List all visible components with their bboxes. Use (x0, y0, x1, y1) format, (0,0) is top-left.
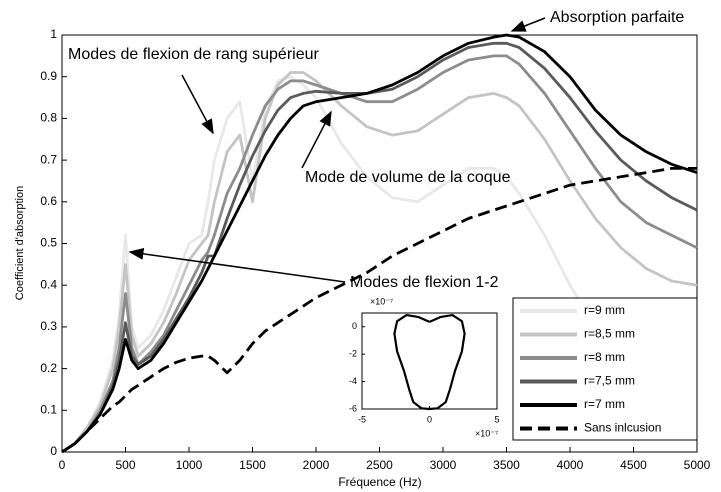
legend-label: r=8 mm (584, 350, 625, 364)
x-tick-label: 0 (59, 458, 66, 472)
y-tick-label: 0.8 (40, 111, 57, 125)
arrow (128, 247, 346, 283)
series-line (393, 314, 466, 411)
x-tick-label: 1000 (176, 458, 203, 472)
arrow (181, 74, 214, 135)
annotation: Modes de flexion 1-2 (350, 274, 499, 291)
annotations: Absorption parfaite Modes de flexion de … (68, 9, 684, 291)
y-tick-label: -2 (349, 349, 357, 359)
y-tick-label: 0.7 (40, 152, 57, 166)
x-tick-label: -5 (358, 414, 366, 424)
legend-label: r=7 mm (584, 397, 625, 411)
legend-label: Sans inlcusion (584, 421, 661, 435)
y-tick-label: 0.1 (40, 402, 57, 416)
annotation: Modes de flexion de rang supérieur (68, 46, 319, 63)
series-line (61, 54, 698, 454)
x-tick-label: 2000 (303, 458, 330, 472)
y-tick-label: 0 (50, 444, 57, 458)
y-tick-label: -4 (349, 376, 357, 386)
main-plot: 0 500 1000 1500 2000 2500 3000 3500 4000 4500 5000… (40, 27, 710, 472)
series-line (61, 41, 698, 454)
x-tick-label: 3000 (430, 458, 457, 472)
inset-x-scale: ×10⁻⁷ (475, 428, 498, 438)
x-tick-label: 3500 (493, 458, 520, 472)
arrow (301, 110, 332, 169)
legend (512, 297, 698, 441)
series-line (61, 167, 697, 454)
series-line (61, 71, 698, 454)
x-tick-label: 5000 (684, 458, 711, 472)
legend-label: r=9 mm (584, 303, 625, 317)
legend-label: r=7,5 mm (584, 374, 635, 388)
x-tick-label: 500 (115, 458, 135, 472)
x-tick-label: 1500 (239, 458, 266, 472)
y-tick-label: 1 (50, 27, 57, 41)
inset-frame (361, 312, 498, 410)
series-line (61, 33, 698, 454)
arrow (510, 17, 546, 32)
y-tick-label: 0.6 (40, 194, 57, 208)
inset-y-scale: ×10⁻⁷ (370, 296, 393, 306)
y-tick-label: 0 (352, 321, 357, 331)
y-tick-label: 0.3 (40, 319, 57, 333)
legend-label: r=8,5 mm (584, 327, 635, 341)
x-axis-label: Fréquence (Hz) (338, 475, 421, 489)
y-tick-label: 0.9 (40, 69, 57, 83)
y-tick-label: 0.4 (40, 277, 57, 291)
y-tick-label: 0.2 (40, 361, 57, 375)
x-tick-label: 2500 (366, 458, 393, 472)
annotation: Absorption parfaite (550, 9, 684, 26)
x-tick-label: 0 (427, 414, 432, 424)
x-tick-label: 4500 (620, 458, 647, 472)
x-tick-label: 4000 (557, 458, 584, 472)
y-axis-label: Coefficient d'absorption (14, 186, 26, 300)
y-tick-label: 0.5 (40, 236, 57, 250)
y-tick-label: -6 (349, 403, 357, 413)
x-tick-label: 5 (494, 414, 499, 424)
inset-plot: -5 0 5 0 -2 -4 -6 (349, 314, 500, 424)
annotation: Mode de volume de la coque (305, 169, 511, 186)
legend-entries: r=9 mm r=8,5 mm r=8 mm r=7,5 mm r=7 mm Sans i… (520, 303, 661, 435)
